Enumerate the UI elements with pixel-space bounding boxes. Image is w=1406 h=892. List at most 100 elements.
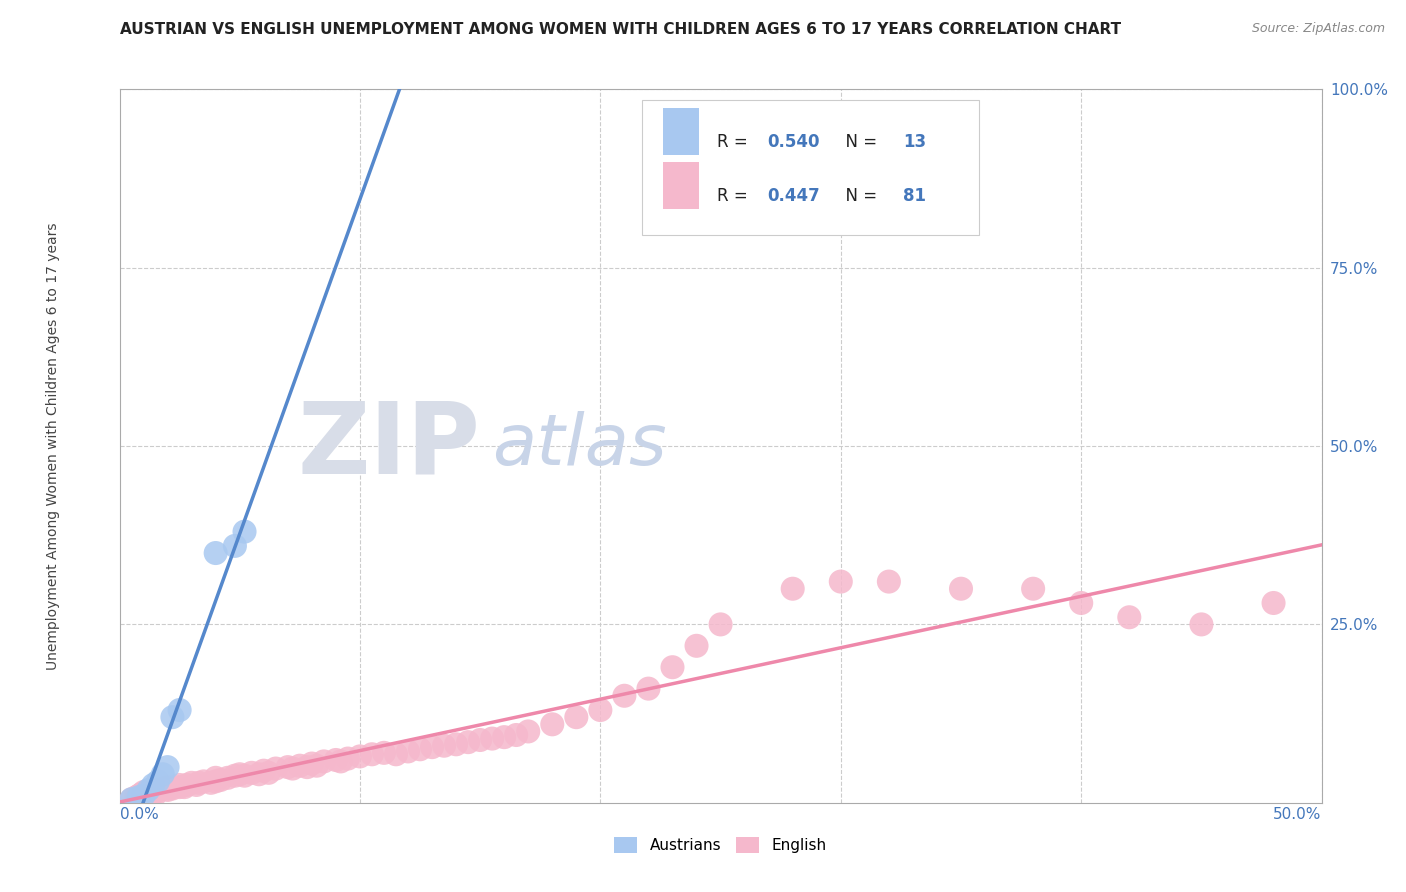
Point (295, 760, 318, 774)
Text: 50.0%: 50.0% (1274, 807, 1322, 822)
Text: R =: R = (717, 187, 754, 205)
Point (301, 756, 323, 771)
Point (193, 774, 215, 789)
Point (145, 787, 167, 801)
Text: AUSTRIAN VS ENGLISH UNEMPLOYMENT AMONG WOMEN WITH CHILDREN AGES 6 TO 17 YEARS CO: AUSTRIAN VS ENGLISH UNEMPLOYMENT AMONG W… (120, 22, 1121, 37)
Point (253, 764, 276, 778)
Point (138, 783, 160, 797)
Text: atlas: atlas (492, 411, 666, 481)
Point (139, 787, 162, 801)
Point (156, 781, 179, 796)
Point (325, 753, 347, 767)
Point (233, 769, 256, 783)
Point (142, 785, 165, 799)
Point (420, 740, 443, 755)
Point (224, 539, 246, 553)
Text: Source: ZipAtlas.com: Source: ZipAtlas.com (1251, 22, 1385, 36)
Text: N =: N = (835, 133, 882, 151)
Point (685, 639, 707, 653)
Point (204, 771, 226, 785)
Point (187, 776, 209, 790)
Point (1189, 617, 1212, 632)
Point (125, 790, 148, 805)
Point (396, 744, 419, 758)
Point (169, 703, 191, 717)
Point (541, 717, 564, 731)
Point (589, 703, 612, 717)
Point (204, 774, 226, 789)
Point (142, 778, 165, 792)
Point (949, 582, 972, 596)
Point (176, 778, 198, 792)
Point (169, 780, 191, 794)
Point (224, 769, 246, 783)
Point (505, 728, 527, 742)
Text: 0.540: 0.540 (768, 133, 820, 151)
Point (247, 767, 270, 781)
Point (162, 781, 184, 796)
Text: N =: N = (835, 187, 882, 205)
Point (240, 765, 263, 780)
Point (156, 783, 179, 797)
Point (613, 689, 636, 703)
Point (152, 767, 174, 781)
Point (433, 739, 456, 753)
Text: Unemployment Among Women with Children Ages 6 to 17 years: Unemployment Among Women with Children A… (46, 222, 60, 670)
Point (146, 774, 169, 789)
Point (1263, 596, 1285, 610)
Text: ZIP: ZIP (297, 398, 479, 494)
Point (288, 758, 311, 772)
Point (385, 747, 408, 762)
Point (257, 765, 280, 780)
Point (312, 755, 335, 769)
Point (336, 751, 359, 765)
Point (128, 790, 150, 805)
Legend: Austrians, English: Austrians, English (609, 831, 832, 859)
Point (132, 789, 155, 803)
Point (457, 735, 479, 749)
Point (156, 780, 179, 794)
Point (877, 574, 900, 589)
Point (129, 787, 152, 801)
Point (373, 746, 395, 760)
Point (186, 778, 208, 792)
Point (444, 737, 467, 751)
Point (349, 749, 371, 764)
Point (152, 781, 174, 796)
FancyBboxPatch shape (662, 108, 699, 155)
Point (305, 758, 328, 772)
Point (180, 776, 202, 790)
Point (361, 747, 384, 762)
Text: 81: 81 (903, 187, 927, 205)
Point (204, 546, 226, 560)
Point (281, 762, 304, 776)
Point (661, 660, 683, 674)
Point (709, 617, 731, 632)
Point (121, 792, 143, 806)
Point (138, 787, 160, 801)
Point (264, 762, 287, 776)
Point (1070, 596, 1092, 610)
Point (637, 681, 659, 696)
Point (132, 785, 155, 799)
Point (145, 785, 167, 799)
FancyBboxPatch shape (662, 161, 699, 209)
Point (830, 574, 852, 589)
Text: 0.0%: 0.0% (120, 807, 159, 822)
Point (517, 724, 540, 739)
Point (565, 710, 588, 724)
Text: 0.447: 0.447 (768, 187, 820, 205)
Point (217, 771, 239, 785)
Point (162, 710, 184, 724)
Point (782, 582, 804, 596)
FancyBboxPatch shape (643, 100, 979, 235)
Point (1118, 610, 1140, 624)
Point (145, 783, 167, 797)
Point (169, 778, 191, 792)
Point (329, 755, 352, 769)
Point (481, 731, 503, 746)
Point (277, 760, 299, 774)
Point (494, 730, 516, 744)
Point (233, 524, 256, 539)
Point (409, 742, 432, 756)
